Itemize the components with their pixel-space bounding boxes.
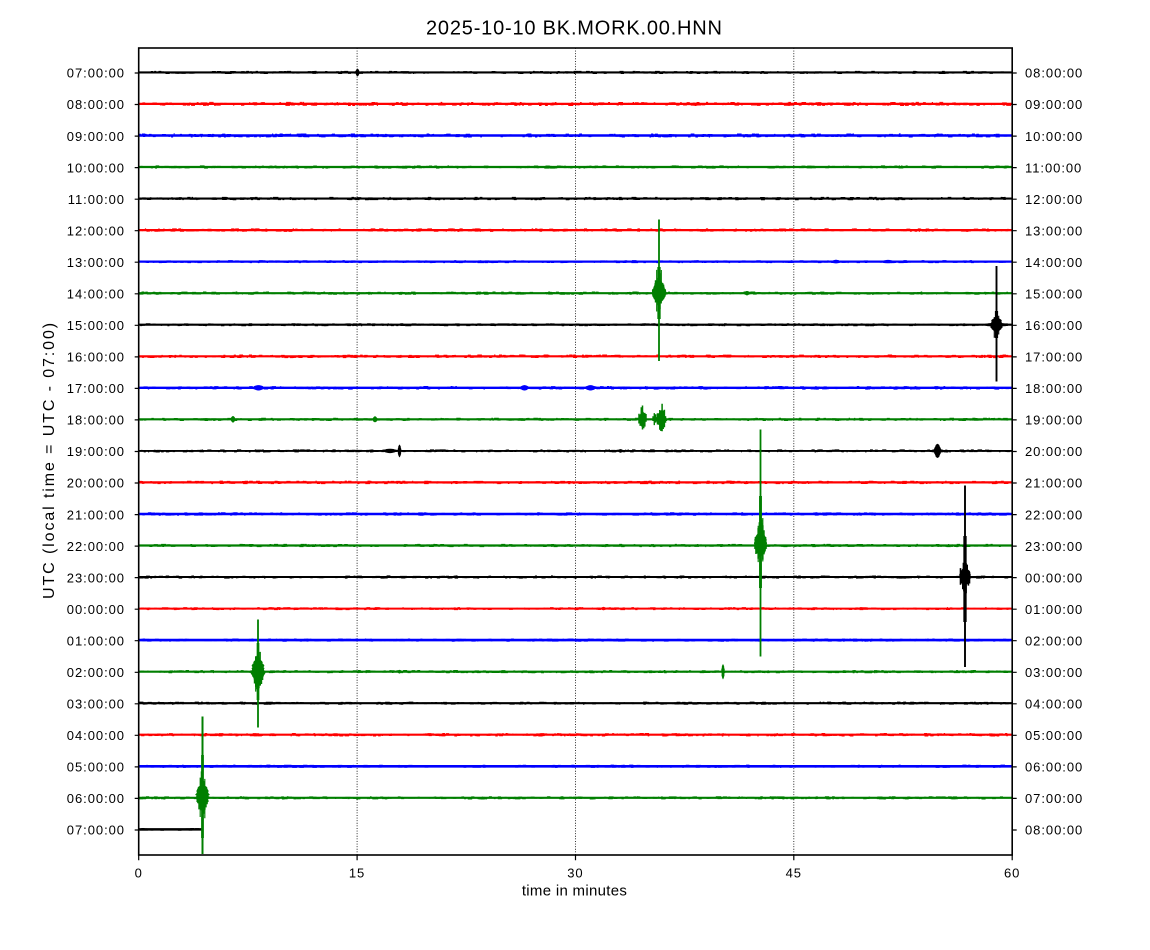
svg-text:07:00:00: 07:00:00 — [67, 66, 125, 81]
svg-text:08:00:00: 08:00:00 — [1025, 66, 1083, 81]
svg-text:10:00:00: 10:00:00 — [67, 160, 125, 175]
svg-text:13:00:00: 13:00:00 — [1025, 223, 1083, 238]
svg-text:05:00:00: 05:00:00 — [1025, 728, 1083, 743]
svg-text:17:00:00: 17:00:00 — [1025, 350, 1083, 365]
svg-text:11:00:00: 11:00:00 — [68, 192, 125, 207]
svg-text:07:00:00: 07:00:00 — [1025, 791, 1083, 806]
svg-text:15:00:00: 15:00:00 — [67, 318, 125, 333]
svg-text:10:00:00: 10:00:00 — [1025, 129, 1083, 144]
svg-text:45: 45 — [786, 865, 802, 880]
svg-text:20:00:00: 20:00:00 — [67, 476, 125, 491]
svg-text:16:00:00: 16:00:00 — [67, 350, 125, 365]
svg-text:00:00:00: 00:00:00 — [67, 602, 125, 617]
svg-text:03:00:00: 03:00:00 — [67, 697, 125, 712]
svg-text:01:00:00: 01:00:00 — [67, 633, 125, 648]
svg-text:13:00:00: 13:00:00 — [67, 255, 125, 270]
svg-text:02:00:00: 02:00:00 — [67, 665, 125, 680]
svg-text:15: 15 — [349, 865, 365, 880]
svg-text:30: 30 — [567, 865, 583, 880]
svg-text:16:00:00: 16:00:00 — [1025, 318, 1083, 333]
svg-text:12:00:00: 12:00:00 — [67, 223, 125, 238]
svg-text:2025-10-10 BK.MORK.00.HNN: 2025-10-10 BK.MORK.00.HNN — [426, 17, 723, 39]
svg-text:03:00:00: 03:00:00 — [1025, 665, 1083, 680]
svg-text:UTC (local time = UTC - 07:00): UTC (local time = UTC - 07:00) — [41, 321, 58, 599]
svg-text:06:00:00: 06:00:00 — [67, 791, 125, 806]
svg-text:21:00:00: 21:00:00 — [67, 507, 125, 522]
svg-text:19:00:00: 19:00:00 — [67, 444, 125, 459]
svg-text:12:00:00: 12:00:00 — [1025, 192, 1083, 207]
svg-text:17:00:00: 17:00:00 — [67, 381, 125, 396]
svg-text:11:00:00: 11:00:00 — [1025, 160, 1082, 175]
svg-text:05:00:00: 05:00:00 — [67, 760, 125, 775]
svg-text:08:00:00: 08:00:00 — [1025, 823, 1083, 838]
svg-text:08:00:00: 08:00:00 — [67, 97, 125, 112]
svg-text:14:00:00: 14:00:00 — [1025, 255, 1083, 270]
svg-text:01:00:00: 01:00:00 — [1025, 602, 1083, 617]
svg-text:09:00:00: 09:00:00 — [1025, 97, 1083, 112]
svg-text:14:00:00: 14:00:00 — [67, 286, 125, 301]
svg-text:21:00:00: 21:00:00 — [1025, 476, 1083, 491]
svg-text:18:00:00: 18:00:00 — [67, 413, 125, 428]
svg-text:0: 0 — [135, 865, 143, 880]
svg-text:18:00:00: 18:00:00 — [1025, 381, 1083, 396]
svg-text:04:00:00: 04:00:00 — [67, 728, 125, 743]
svg-text:09:00:00: 09:00:00 — [67, 129, 125, 144]
svg-text:23:00:00: 23:00:00 — [67, 570, 125, 585]
svg-text:22:00:00: 22:00:00 — [67, 539, 125, 554]
svg-text:06:00:00: 06:00:00 — [1025, 760, 1083, 775]
svg-text:00:00:00: 00:00:00 — [1025, 570, 1083, 585]
svg-text:20:00:00: 20:00:00 — [1025, 444, 1083, 459]
svg-text:23:00:00: 23:00:00 — [1025, 539, 1083, 554]
svg-text:15:00:00: 15:00:00 — [1025, 286, 1083, 301]
svg-text:19:00:00: 19:00:00 — [1025, 413, 1083, 428]
svg-text:time in minutes: time in minutes — [522, 883, 627, 900]
svg-text:02:00:00: 02:00:00 — [1025, 633, 1083, 648]
svg-text:04:00:00: 04:00:00 — [1025, 697, 1083, 712]
svg-text:22:00:00: 22:00:00 — [1025, 507, 1083, 522]
svg-text:60: 60 — [1004, 865, 1020, 880]
svg-text:07:00:00: 07:00:00 — [67, 823, 125, 838]
